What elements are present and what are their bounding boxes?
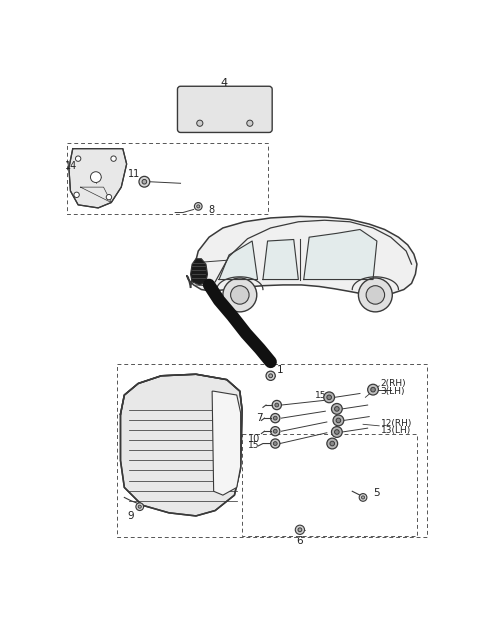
Polygon shape xyxy=(219,241,258,279)
Text: 9: 9 xyxy=(127,511,134,521)
Circle shape xyxy=(74,192,79,198)
Circle shape xyxy=(273,416,277,420)
FancyBboxPatch shape xyxy=(178,86,272,133)
Circle shape xyxy=(194,203,202,210)
Circle shape xyxy=(273,442,277,445)
Polygon shape xyxy=(120,374,242,516)
Circle shape xyxy=(371,387,375,392)
Text: 14: 14 xyxy=(65,162,77,171)
Circle shape xyxy=(298,528,302,532)
Circle shape xyxy=(139,176,150,187)
Circle shape xyxy=(75,156,81,161)
Circle shape xyxy=(295,525,304,535)
Circle shape xyxy=(271,413,280,423)
Text: 5: 5 xyxy=(373,488,380,498)
Circle shape xyxy=(90,172,101,182)
Circle shape xyxy=(106,194,112,200)
Text: 1: 1 xyxy=(277,365,283,375)
Polygon shape xyxy=(191,259,207,285)
Circle shape xyxy=(271,439,280,448)
Circle shape xyxy=(332,403,342,415)
Circle shape xyxy=(275,403,279,407)
Circle shape xyxy=(359,278,392,312)
Text: 6: 6 xyxy=(297,537,303,547)
Polygon shape xyxy=(212,391,240,495)
Circle shape xyxy=(336,418,341,423)
Circle shape xyxy=(142,179,147,184)
Text: 2(RH): 2(RH) xyxy=(381,379,407,388)
Bar xyxy=(117,364,427,537)
Text: 15: 15 xyxy=(315,391,327,399)
Circle shape xyxy=(111,156,116,161)
Text: 4: 4 xyxy=(221,78,228,88)
Circle shape xyxy=(247,120,253,126)
Circle shape xyxy=(272,401,281,409)
Circle shape xyxy=(327,395,332,399)
Circle shape xyxy=(359,494,367,501)
Circle shape xyxy=(361,496,365,499)
Polygon shape xyxy=(263,240,299,279)
Circle shape xyxy=(368,384,378,395)
Polygon shape xyxy=(304,230,377,279)
Text: 12(RH): 12(RH) xyxy=(381,419,412,428)
Polygon shape xyxy=(187,216,417,295)
Circle shape xyxy=(335,406,339,411)
Text: 10: 10 xyxy=(248,434,260,444)
Circle shape xyxy=(333,415,344,426)
Bar xyxy=(242,433,417,536)
Text: 15: 15 xyxy=(248,440,260,450)
Circle shape xyxy=(269,374,273,377)
Circle shape xyxy=(138,505,141,508)
Bar xyxy=(67,143,267,214)
Polygon shape xyxy=(69,148,127,208)
Text: 3(LH): 3(LH) xyxy=(381,387,405,396)
Circle shape xyxy=(324,392,335,403)
Circle shape xyxy=(271,426,280,436)
Text: 11: 11 xyxy=(128,169,141,179)
Circle shape xyxy=(230,286,249,304)
Circle shape xyxy=(332,426,342,437)
Circle shape xyxy=(335,430,339,434)
Circle shape xyxy=(273,430,277,433)
Circle shape xyxy=(266,371,275,381)
Circle shape xyxy=(330,441,335,446)
Circle shape xyxy=(223,278,257,312)
Circle shape xyxy=(136,503,144,511)
Text: 8: 8 xyxy=(208,205,215,215)
Circle shape xyxy=(197,205,200,208)
Circle shape xyxy=(327,438,337,449)
Text: 7: 7 xyxy=(256,413,263,423)
Text: 13(LH): 13(LH) xyxy=(381,426,411,435)
Circle shape xyxy=(197,120,203,126)
Circle shape xyxy=(366,286,384,304)
